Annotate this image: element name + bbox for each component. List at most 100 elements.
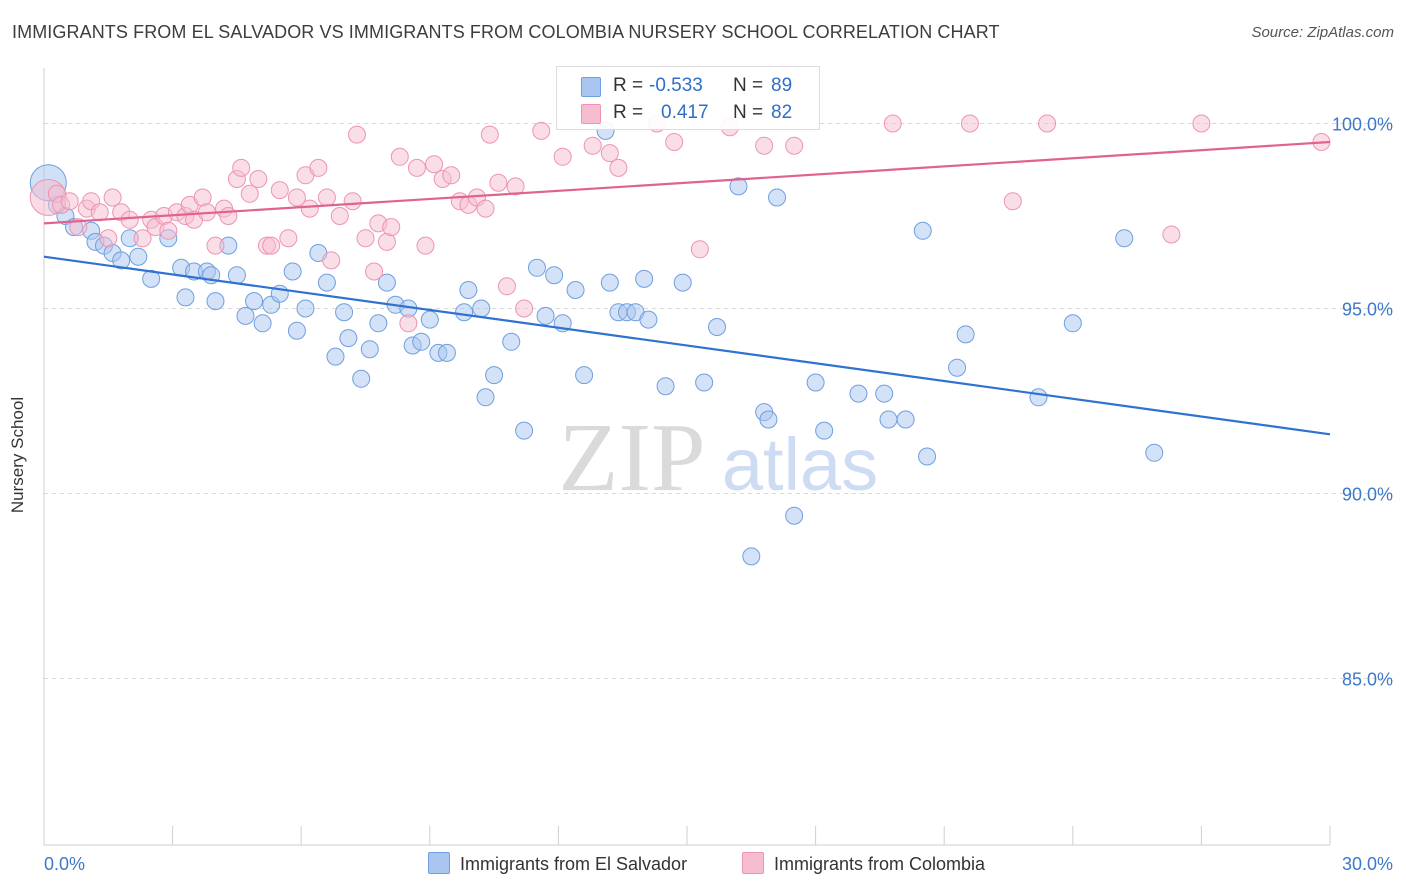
point-colombia <box>317 188 336 207</box>
swatch-colombia <box>581 104 601 124</box>
point-colombia <box>489 173 508 192</box>
point-el-salvador <box>339 329 358 348</box>
point-colombia <box>515 299 534 318</box>
point-el-salvador <box>283 262 302 281</box>
point-colombia <box>60 192 79 211</box>
axes <box>43 68 1331 846</box>
trend-lines <box>43 140 1331 436</box>
point-colombia <box>497 277 516 296</box>
point-colombia <box>99 229 118 248</box>
point-colombia <box>1003 192 1022 211</box>
point-colombia <box>1162 225 1181 244</box>
point-colombia <box>133 229 152 248</box>
point-el-salvador <box>768 188 787 207</box>
legend-label-el-salvador: Immigrants from El Salvador <box>460 854 688 874</box>
point-colombia <box>262 236 281 255</box>
n-label: N = <box>733 75 764 96</box>
r-value: -0.533 <box>649 75 703 96</box>
n-value: 89 <box>771 75 793 96</box>
y-tick-label: 90.0% <box>1342 485 1393 505</box>
point-el-salvador <box>635 269 654 288</box>
point-el-salvador <box>673 273 692 292</box>
point-colombia <box>159 221 178 240</box>
point-colombia <box>377 232 396 251</box>
point-el-salvador <box>455 303 474 322</box>
point-colombia <box>249 170 268 188</box>
point-colombia <box>270 181 289 200</box>
point-colombia <box>609 158 628 177</box>
point-colombia <box>416 236 435 255</box>
point-colombia <box>240 184 259 203</box>
point-colombia <box>219 207 238 225</box>
point-el-salvador <box>287 321 306 340</box>
x-tick-label-max: 30.0% <box>1342 854 1393 874</box>
point-el-salvador <box>708 318 727 336</box>
y-tick-label: 85.0% <box>1342 670 1393 690</box>
y-tick-label: 95.0% <box>1342 300 1393 320</box>
r-label: R = <box>613 75 644 96</box>
point-colombia <box>665 133 684 151</box>
point-colombia <box>90 203 109 222</box>
point-el-salvador <box>806 373 825 392</box>
point-colombia <box>1192 114 1211 133</box>
point-colombia <box>279 229 298 248</box>
point-el-salvador <box>236 306 255 325</box>
point-colombia <box>206 236 225 255</box>
point-el-salvador <box>369 314 388 333</box>
point-colombia <box>690 240 709 259</box>
point-colombia <box>583 136 602 155</box>
point-colombia <box>69 218 88 237</box>
point-el-salvador <box>875 384 894 403</box>
chart-title: IMMIGRANTS FROM EL SALVADOR VS IMMIGRANT… <box>12 22 1000 42</box>
point-colombia <box>343 192 362 211</box>
point-el-salvador <box>129 247 148 266</box>
grid-lines <box>44 123 1392 679</box>
point-colombia <box>382 218 401 237</box>
y-axis-label: Nursery School <box>8 396 27 514</box>
point-colombia <box>532 121 551 140</box>
point-colombia <box>322 251 341 270</box>
point-el-salvador <box>1063 314 1082 333</box>
r-value: 0.417 <box>661 102 709 123</box>
point-el-salvador <box>352 369 371 388</box>
point-colombia <box>506 177 525 196</box>
legend-item-colombia: Immigrants from Colombia <box>742 852 985 875</box>
point-el-salvador <box>227 266 246 285</box>
point-colombia <box>960 114 979 133</box>
point-el-salvador <box>639 310 658 329</box>
point-el-salvador <box>206 292 225 311</box>
point-el-salvador <box>575 366 594 385</box>
point-el-salvador <box>317 273 336 292</box>
point-el-salvador <box>326 347 345 366</box>
n-value: 82 <box>771 102 793 123</box>
r-label: R = <box>613 102 644 123</box>
point-el-salvador <box>176 288 195 307</box>
point-colombia <box>1038 114 1057 133</box>
point-el-salvador <box>472 299 491 318</box>
point-el-salvador <box>948 358 967 377</box>
point-colombia <box>120 210 139 229</box>
point-colombia <box>553 147 572 166</box>
point-el-salvador <box>785 506 804 525</box>
legend-swatch-el-salvador <box>428 852 450 874</box>
point-el-salvador <box>335 303 354 322</box>
point-el-salvador <box>566 281 585 299</box>
point-el-salvador <box>913 221 932 240</box>
legend-item-el-salvador: Immigrants from El Salvador <box>428 852 687 875</box>
x-tick-label-min: 0.0% <box>44 854 85 874</box>
point-el-salvador <box>360 340 379 359</box>
legend-label-colombia: Immigrants from Colombia <box>774 854 986 874</box>
point-el-salvador <box>656 377 675 396</box>
tick-labels: 85.0% 90.0% 95.0% 100.0% 0.0% 30.0% <box>44 115 1393 875</box>
point-colombia <box>785 136 804 155</box>
point-colombia <box>356 229 375 248</box>
point-el-salvador <box>502 332 521 351</box>
point-colombia <box>407 158 426 177</box>
watermark: ZIP atlas <box>559 404 879 512</box>
point-el-salvador <box>437 343 456 362</box>
point-el-salvador <box>485 366 504 385</box>
point-el-salvador <box>112 251 131 270</box>
point-el-salvador <box>515 421 534 440</box>
point-colombia <box>309 158 328 177</box>
